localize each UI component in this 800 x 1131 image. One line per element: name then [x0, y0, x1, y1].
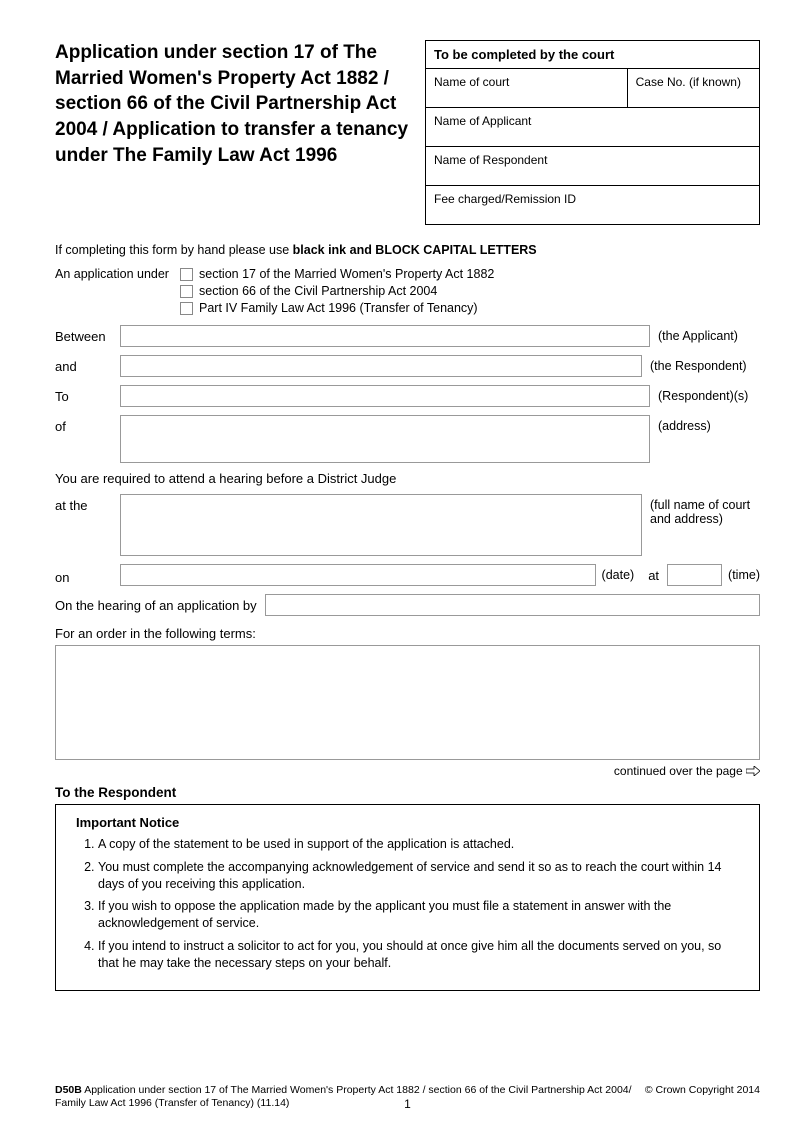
court-name-input[interactable]: [120, 494, 642, 556]
arrow-right-icon: [746, 765, 760, 779]
hearing-by-input[interactable]: [265, 594, 760, 616]
time-suffix: (time): [722, 568, 760, 582]
on-label: on: [55, 566, 120, 585]
to-input[interactable]: [120, 385, 650, 407]
respondent-suffix: (the Respondent): [642, 355, 760, 373]
respondent-input[interactable]: [120, 355, 642, 377]
notice-item-4: If you intend to instruct a solicitor to…: [98, 938, 745, 972]
and-label: and: [55, 355, 120, 374]
hearing-required-text: You are required to attend a hearing bef…: [55, 471, 760, 486]
application-under-label: An application under: [55, 267, 180, 281]
name-of-respondent-label: Name of Respondent: [426, 147, 759, 186]
checkbox-fla-label: Part IV Family Law Act 1996 (Transfer of…: [199, 301, 478, 315]
checkbox-fla[interactable]: [180, 302, 193, 315]
fee-label: Fee charged/Remission ID: [426, 186, 759, 224]
address-input[interactable]: [120, 415, 650, 463]
court-address-suffix: (full name of court and address): [642, 494, 760, 526]
notice-item-1: A copy of the statement to be used in su…: [98, 836, 745, 853]
notice-item-3: If you wish to oppose the application ma…: [98, 898, 745, 932]
checkbox-cpa[interactable]: [180, 285, 193, 298]
order-terms-label: For an order in the following terms:: [55, 626, 760, 641]
of-label: of: [55, 415, 120, 434]
at-label: at: [640, 568, 667, 583]
case-no-label: Case No. (if known): [628, 69, 759, 107]
time-input[interactable]: [667, 564, 722, 586]
form-title: Application under section 17 of The Marr…: [55, 40, 410, 168]
on-hearing-label: On the hearing of an application by: [55, 598, 257, 613]
checkbox-mwpa[interactable]: [180, 268, 193, 281]
instruction-text: If completing this form by hand please u…: [55, 243, 760, 257]
checkbox-mwpa-label: section 17 of the Married Women's Proper…: [199, 267, 494, 281]
respondents-suffix: (Respondent)(s): [650, 385, 760, 403]
to-respondent-heading: To the Respondent: [55, 785, 760, 800]
name-of-applicant-label: Name of Applicant: [426, 108, 759, 147]
name-of-court-label: Name of court: [426, 69, 628, 107]
continued-text: continued over the page: [55, 764, 760, 779]
order-terms-input[interactable]: [55, 645, 760, 760]
notice-title: Important Notice: [76, 815, 745, 830]
address-suffix: (address): [650, 415, 760, 433]
notice-box: Important Notice A copy of the statement…: [55, 804, 760, 991]
between-label: Between: [55, 325, 120, 344]
to-label: To: [55, 385, 120, 404]
date-suffix: (date): [596, 568, 641, 582]
page-number: 1: [55, 1097, 760, 1111]
checkbox-cpa-label: section 66 of the Civil Partnership Act …: [199, 284, 437, 298]
date-input[interactable]: [120, 564, 596, 586]
applicant-suffix: (the Applicant): [650, 325, 760, 343]
court-box: To be completed by the court Name of cou…: [425, 40, 760, 225]
notice-item-2: You must complete the accompanying ackno…: [98, 859, 745, 893]
at-the-label: at the: [55, 494, 120, 513]
court-box-header: To be completed by the court: [426, 41, 759, 69]
applicant-input[interactable]: [120, 325, 650, 347]
